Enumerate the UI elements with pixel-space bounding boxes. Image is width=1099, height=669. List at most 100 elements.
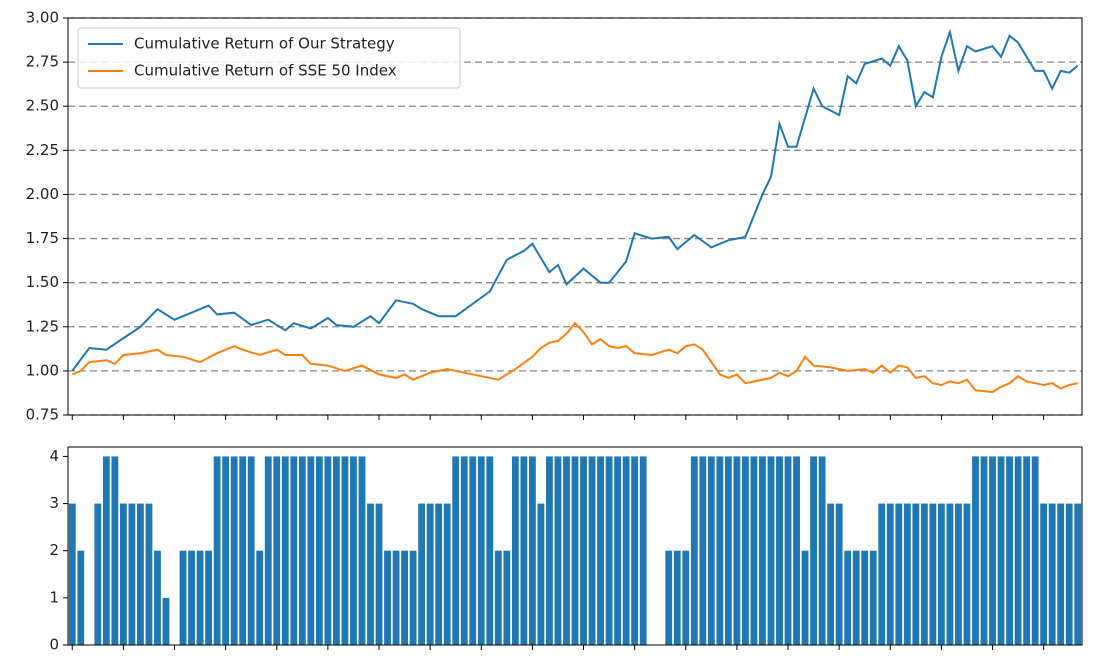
- bar: [94, 503, 102, 645]
- bar: [154, 550, 161, 645]
- y-tick-label: 1.75: [26, 229, 59, 247]
- bar: [213, 456, 221, 645]
- bar: [273, 456, 281, 645]
- bar: [486, 456, 494, 645]
- bar: [247, 456, 255, 645]
- bar: [1048, 503, 1056, 645]
- bar: [920, 503, 928, 645]
- y-tick-label: 3: [49, 494, 59, 512]
- bar: [290, 456, 298, 645]
- bar: [835, 503, 843, 645]
- bar: [827, 503, 835, 645]
- y-tick-label: 0: [49, 636, 59, 654]
- legend-label: Cumulative Return of SSE 50 Index: [134, 62, 397, 80]
- bar: [886, 503, 894, 645]
- bar: [137, 503, 144, 645]
- bar: [111, 456, 119, 645]
- bar: [281, 456, 289, 645]
- bar: [989, 456, 996, 645]
- bar: [384, 550, 391, 645]
- bar: [469, 456, 477, 645]
- bar: [588, 456, 596, 645]
- bar: [460, 456, 468, 645]
- bar: [690, 456, 698, 645]
- bar: [801, 550, 809, 645]
- bar: [793, 456, 800, 645]
- axes-frame: [67, 446, 1083, 646]
- legend-label: Cumulative Return of Our Strategy: [134, 35, 395, 53]
- bar: [298, 456, 306, 645]
- bar: [639, 456, 647, 645]
- bar: [776, 456, 783, 645]
- bar: [707, 456, 715, 645]
- y-tick-label: 2.00: [26, 185, 59, 203]
- bar: [239, 456, 247, 645]
- bar: [435, 503, 443, 645]
- bar: [315, 456, 323, 645]
- y-tick-label: 0.75: [26, 406, 59, 424]
- bar: [554, 456, 562, 645]
- y-tick-label: 2: [49, 541, 59, 559]
- bar: [1014, 456, 1022, 645]
- bar: [205, 550, 213, 645]
- bar: [963, 503, 971, 645]
- y-tick-label: 1.25: [26, 317, 59, 335]
- bar: [179, 550, 187, 645]
- bar: [333, 456, 340, 645]
- bar: [929, 503, 937, 645]
- bar: [188, 550, 195, 645]
- y-tick-label: 1.00: [26, 361, 59, 379]
- bar: [571, 456, 579, 645]
- bar: [452, 456, 460, 645]
- bar: [580, 456, 587, 645]
- bar: [759, 456, 766, 645]
- bar: [784, 456, 792, 645]
- line: [71, 321, 1078, 394]
- bar: [1031, 456, 1039, 645]
- bar: [810, 456, 817, 645]
- bar: [972, 456, 979, 645]
- bar: [119, 503, 127, 645]
- y-tick-label: 2.75: [26, 53, 59, 71]
- y-tick-label: 1: [49, 588, 59, 606]
- bar: [1074, 503, 1082, 645]
- bar: [818, 456, 826, 645]
- bar: [256, 550, 264, 645]
- bar: [563, 456, 570, 645]
- bar: [102, 456, 110, 645]
- bar: [350, 456, 357, 645]
- bar: [742, 456, 749, 645]
- bar: [128, 503, 136, 645]
- bar: [230, 456, 238, 645]
- bar: [324, 456, 332, 645]
- bar: [912, 503, 920, 645]
- y-tick-label: 1.50: [26, 273, 59, 291]
- bar: [341, 456, 349, 645]
- bar: [724, 456, 732, 645]
- bar: [409, 550, 417, 645]
- bar: [597, 456, 604, 645]
- bar: [767, 456, 775, 645]
- bar: [1065, 503, 1073, 645]
- bar: [622, 456, 630, 645]
- bar: [503, 550, 511, 645]
- bar: [869, 550, 877, 645]
- y-tick-label: 2.25: [26, 141, 59, 159]
- bar: [614, 456, 622, 645]
- bar: [358, 456, 366, 645]
- bar: [520, 456, 528, 645]
- axes-frame: [67, 17, 1083, 416]
- bar: [68, 503, 76, 645]
- y-tick-label: 2.50: [26, 97, 59, 115]
- bar: [997, 456, 1005, 645]
- y-tick-label: 4: [49, 447, 59, 465]
- bar: [673, 550, 681, 645]
- bar: [477, 456, 485, 645]
- bar: [392, 550, 400, 645]
- bar: [605, 456, 613, 645]
- bar: [716, 456, 724, 645]
- bar: [733, 456, 741, 645]
- bar: [861, 550, 869, 645]
- bar: [162, 597, 170, 645]
